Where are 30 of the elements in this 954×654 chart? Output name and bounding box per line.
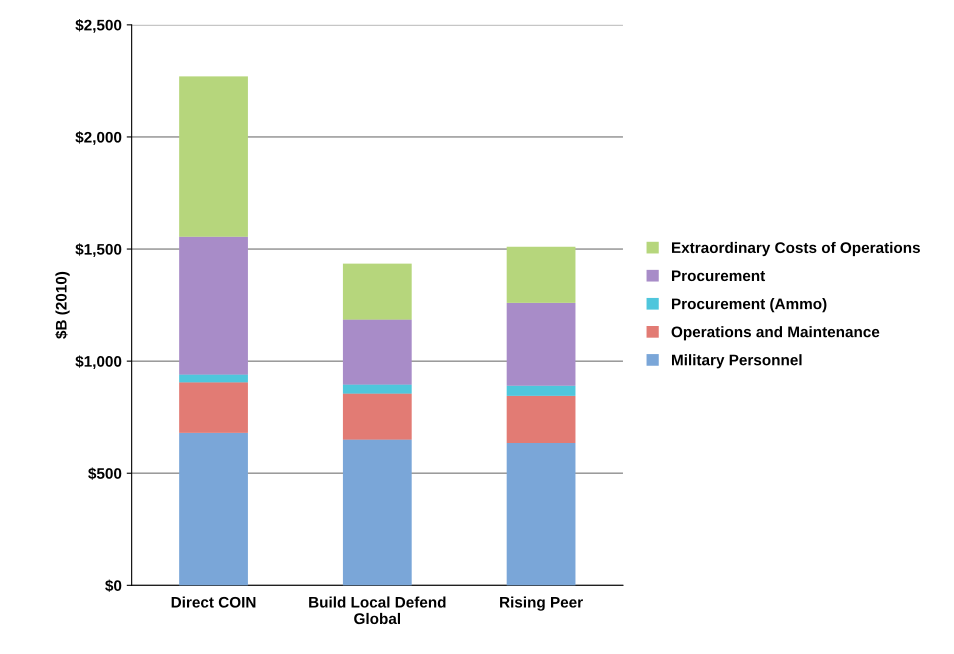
y-tick-label: $500 bbox=[88, 467, 122, 480]
x-tick-label: Direct COIN bbox=[172, 596, 256, 608]
legend-label: Procurement bbox=[672, 270, 766, 282]
bar bbox=[506, 396, 576, 443]
bar bbox=[506, 302, 576, 386]
bar bbox=[342, 384, 412, 394]
y-tick-label: $2,000 bbox=[75, 131, 122, 145]
legend-label: Extraordinary Costs of Operations bbox=[672, 242, 920, 256]
bar bbox=[342, 394, 412, 440]
bar bbox=[506, 246, 576, 303]
legend-label: Operations and Maintenance bbox=[672, 326, 880, 340]
bar bbox=[342, 320, 412, 385]
bar bbox=[179, 432, 248, 586]
bar bbox=[342, 440, 412, 586]
bar bbox=[179, 76, 248, 237]
bar bbox=[506, 442, 576, 586]
legend-label: Military Personnel bbox=[672, 354, 802, 368]
y-axis-title: $B (2010) bbox=[55, 272, 70, 339]
bar bbox=[179, 382, 248, 433]
bar bbox=[342, 264, 412, 320]
y-tick-label: $1,500 bbox=[75, 243, 122, 257]
bar bbox=[179, 374, 248, 382]
y-tick-label: $1,000 bbox=[75, 355, 122, 370]
x-tick-label: Build Local Defend Global bbox=[309, 596, 446, 624]
legend-label: Procurement (Ammo) bbox=[672, 298, 826, 312]
x-tick-label: Rising Peer bbox=[500, 596, 583, 611]
y-tick-label: $2,500 bbox=[75, 19, 122, 33]
bar bbox=[179, 236, 248, 375]
bar bbox=[506, 386, 576, 396]
y-tick-label: $0 bbox=[105, 580, 122, 592]
